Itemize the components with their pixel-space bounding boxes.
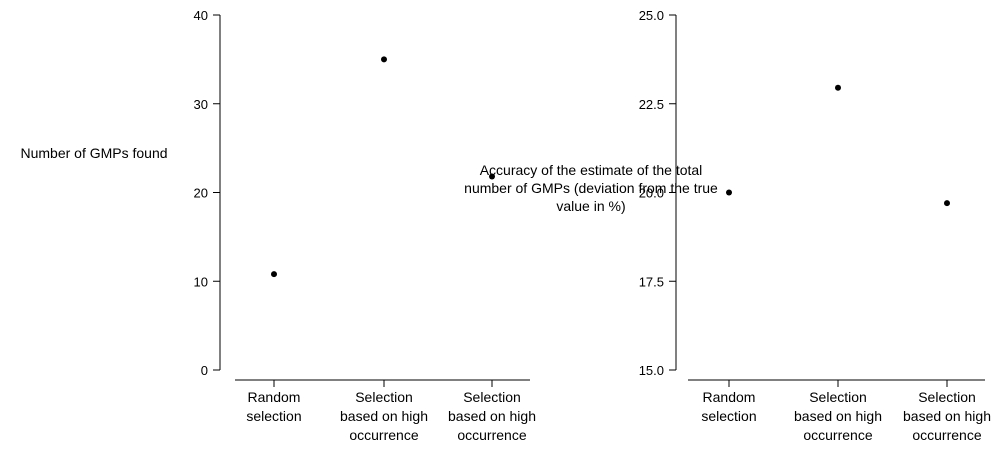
data-point	[726, 189, 732, 196]
y-tick-label: 20	[194, 186, 208, 201]
y-tick-label: 10	[194, 274, 208, 289]
x-category-label: Random selection	[246, 389, 301, 424]
y-tick-label: 30	[194, 97, 208, 112]
data-point	[271, 271, 277, 278]
y-tick-label: 40	[194, 8, 208, 23]
data-point	[944, 200, 950, 207]
x-category-label: Selection based on high occurrence	[903, 389, 991, 443]
data-point	[835, 84, 841, 91]
y-tick-label: 15.0	[639, 363, 664, 378]
y-axis-label: Accuracy of the estimate of the total num…	[464, 162, 718, 214]
data-point	[381, 56, 387, 63]
y-axis-label: Number of GMPs found	[20, 145, 167, 161]
x-category-label: Selection based on high occurrence	[340, 389, 428, 443]
accuracy-panel: 15.0 17.5 20.0 22.5 25.0 Random selection Selec…	[464, 8, 991, 443]
gmps-found-panel: 0 10 20 30 40 Random selection Selection based o…	[20, 8, 536, 443]
x-category-label: Selection based on high occurrence	[448, 389, 536, 443]
y-tick-label: 20.0	[639, 186, 664, 201]
x-category-label: Random selection	[701, 389, 756, 424]
data-point	[489, 173, 495, 180]
x-category-label: Selection based on high occurrence	[794, 389, 882, 443]
y-tick-label: 25.0	[639, 8, 664, 23]
y-tick-label: 17.5	[639, 274, 664, 289]
y-tick-label: 22.5	[639, 97, 664, 112]
y-tick-label: 0	[201, 363, 208, 378]
